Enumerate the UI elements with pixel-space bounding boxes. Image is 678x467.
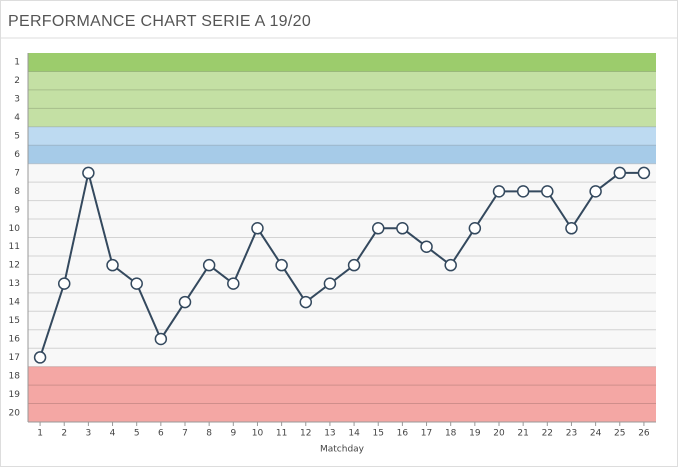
result-marker <box>613 166 627 180</box>
y-tick-label: 3 <box>14 95 20 105</box>
result-marker <box>347 258 361 272</box>
position-band <box>28 53 656 72</box>
x-tick-label: 23 <box>566 429 577 439</box>
result-marker <box>275 258 288 272</box>
x-tick-label: 13 <box>324 429 335 439</box>
y-tick-label: 14 <box>9 298 21 308</box>
result-marker <box>468 222 482 235</box>
result-marker <box>299 295 313 309</box>
x-tick-label: 19 <box>469 429 481 439</box>
y-tick-label: 10 <box>9 224 21 234</box>
x-tick-label: 10 <box>252 429 264 439</box>
result-marker <box>178 295 192 309</box>
y-tick-label: 5 <box>14 132 20 142</box>
x-tick-label: 26 <box>638 429 650 439</box>
x-tick-label: 6 <box>158 429 164 439</box>
x-tick-label: 2 <box>61 429 67 439</box>
x-tick-label: 25 <box>614 429 625 439</box>
y-tick-label: 15 <box>9 316 20 326</box>
x-tick-label: 12 <box>300 429 311 439</box>
result-marker <box>541 185 554 198</box>
y-tick-label: 13 <box>9 279 20 289</box>
x-tick-label: 1 <box>37 429 43 439</box>
y-tick-label: 7 <box>14 168 20 178</box>
x-tick-label: 8 <box>206 429 212 439</box>
x-tick-label: 24 <box>590 429 602 439</box>
position-band <box>28 366 656 422</box>
result-marker <box>492 185 506 198</box>
x-tick-label: 20 <box>493 429 505 439</box>
position-band <box>28 71 656 127</box>
result-marker <box>202 258 216 272</box>
position-band <box>28 126 656 146</box>
x-tick-label: 5 <box>134 429 140 439</box>
y-tick-label: 1 <box>14 58 20 68</box>
y-tick-label: 4 <box>14 113 20 123</box>
result-marker <box>444 258 457 272</box>
y-tick-label: 17 <box>9 353 20 363</box>
x-tick-label: 16 <box>397 429 409 439</box>
x-tick-label: 3 <box>86 429 92 439</box>
result-marker <box>33 351 47 364</box>
result-marker <box>323 277 337 290</box>
y-tick-label: 18 <box>9 371 21 381</box>
y-tick-label: 20 <box>9 408 21 418</box>
position-band <box>28 163 656 367</box>
x-tick-label: 11 <box>276 429 287 439</box>
x-tick-label: 4 <box>110 429 116 439</box>
result-marker <box>154 332 168 346</box>
result-marker <box>589 185 602 198</box>
x-tick-label: 22 <box>542 429 553 439</box>
x-tick-label: 9 <box>230 429 236 439</box>
y-tick-label: 12 <box>9 261 20 271</box>
y-tick-label: 2 <box>14 76 20 86</box>
y-tick-label: 19 <box>9 390 21 400</box>
result-marker <box>227 277 240 290</box>
x-tick-label: 7 <box>182 429 188 439</box>
chart-title: PERFORMANCE CHART SERIE A 19/20 <box>8 13 311 30</box>
x-tick-label: 17 <box>421 429 432 439</box>
x-tick-label: 21 <box>517 429 528 439</box>
position-band <box>28 145 656 164</box>
result-marker <box>371 222 385 235</box>
y-tick-label: 6 <box>14 150 20 160</box>
result-marker <box>130 277 143 290</box>
result-marker <box>57 277 71 290</box>
result-marker <box>420 240 433 253</box>
result-marker <box>82 166 95 180</box>
result-marker <box>396 222 409 235</box>
x-tick-label: 14 <box>348 429 360 439</box>
y-tick-label: 11 <box>9 242 20 252</box>
y-tick-label: 8 <box>14 187 20 197</box>
result-marker <box>565 222 578 235</box>
result-marker <box>637 166 651 180</box>
x-tick-label: 18 <box>445 429 457 439</box>
y-tick-label: 9 <box>14 205 20 215</box>
result-marker <box>251 222 264 235</box>
x-axis-label: Matchday <box>320 445 365 455</box>
x-tick-label: 15 <box>373 429 384 439</box>
result-marker <box>106 258 119 272</box>
result-marker <box>516 185 530 198</box>
y-tick-label: 16 <box>9 334 21 344</box>
